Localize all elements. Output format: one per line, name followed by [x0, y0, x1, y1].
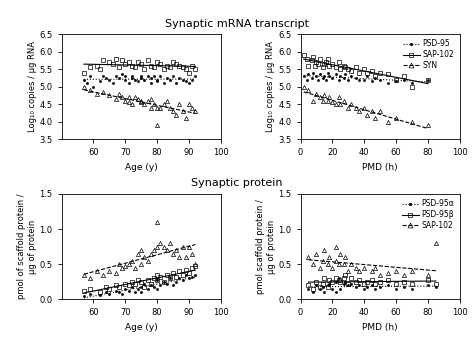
X-axis label: Age (y): Age (y)	[125, 163, 158, 172]
Legend: PSD-95α, PSD-95β, SAP-102: PSD-95α, PSD-95β, SAP-102	[401, 198, 456, 232]
Y-axis label: pmol scaffold protein /
µg of protein: pmol scaffold protein / µg of protein	[256, 199, 275, 294]
Y-axis label: Log₁₀ copies / µg RNA: Log₁₀ copies / µg RNA	[27, 41, 36, 132]
Y-axis label: pmol of scaffold protein /
µg of protein: pmol of scaffold protein / µg of protein	[17, 194, 36, 300]
Text: Synaptic mRNA transcript: Synaptic mRNA transcript	[165, 19, 309, 29]
Y-axis label: Log₁₀ copies / µg RNA: Log₁₀ copies / µg RNA	[266, 41, 275, 132]
Text: Synaptic protein: Synaptic protein	[191, 178, 283, 188]
Legend: PSD-95, SAP-102, SYN: PSD-95, SAP-102, SYN	[401, 38, 456, 72]
X-axis label: Age (y): Age (y)	[125, 323, 158, 332]
X-axis label: PMD (h): PMD (h)	[362, 163, 398, 172]
X-axis label: PMD (h): PMD (h)	[362, 323, 398, 332]
